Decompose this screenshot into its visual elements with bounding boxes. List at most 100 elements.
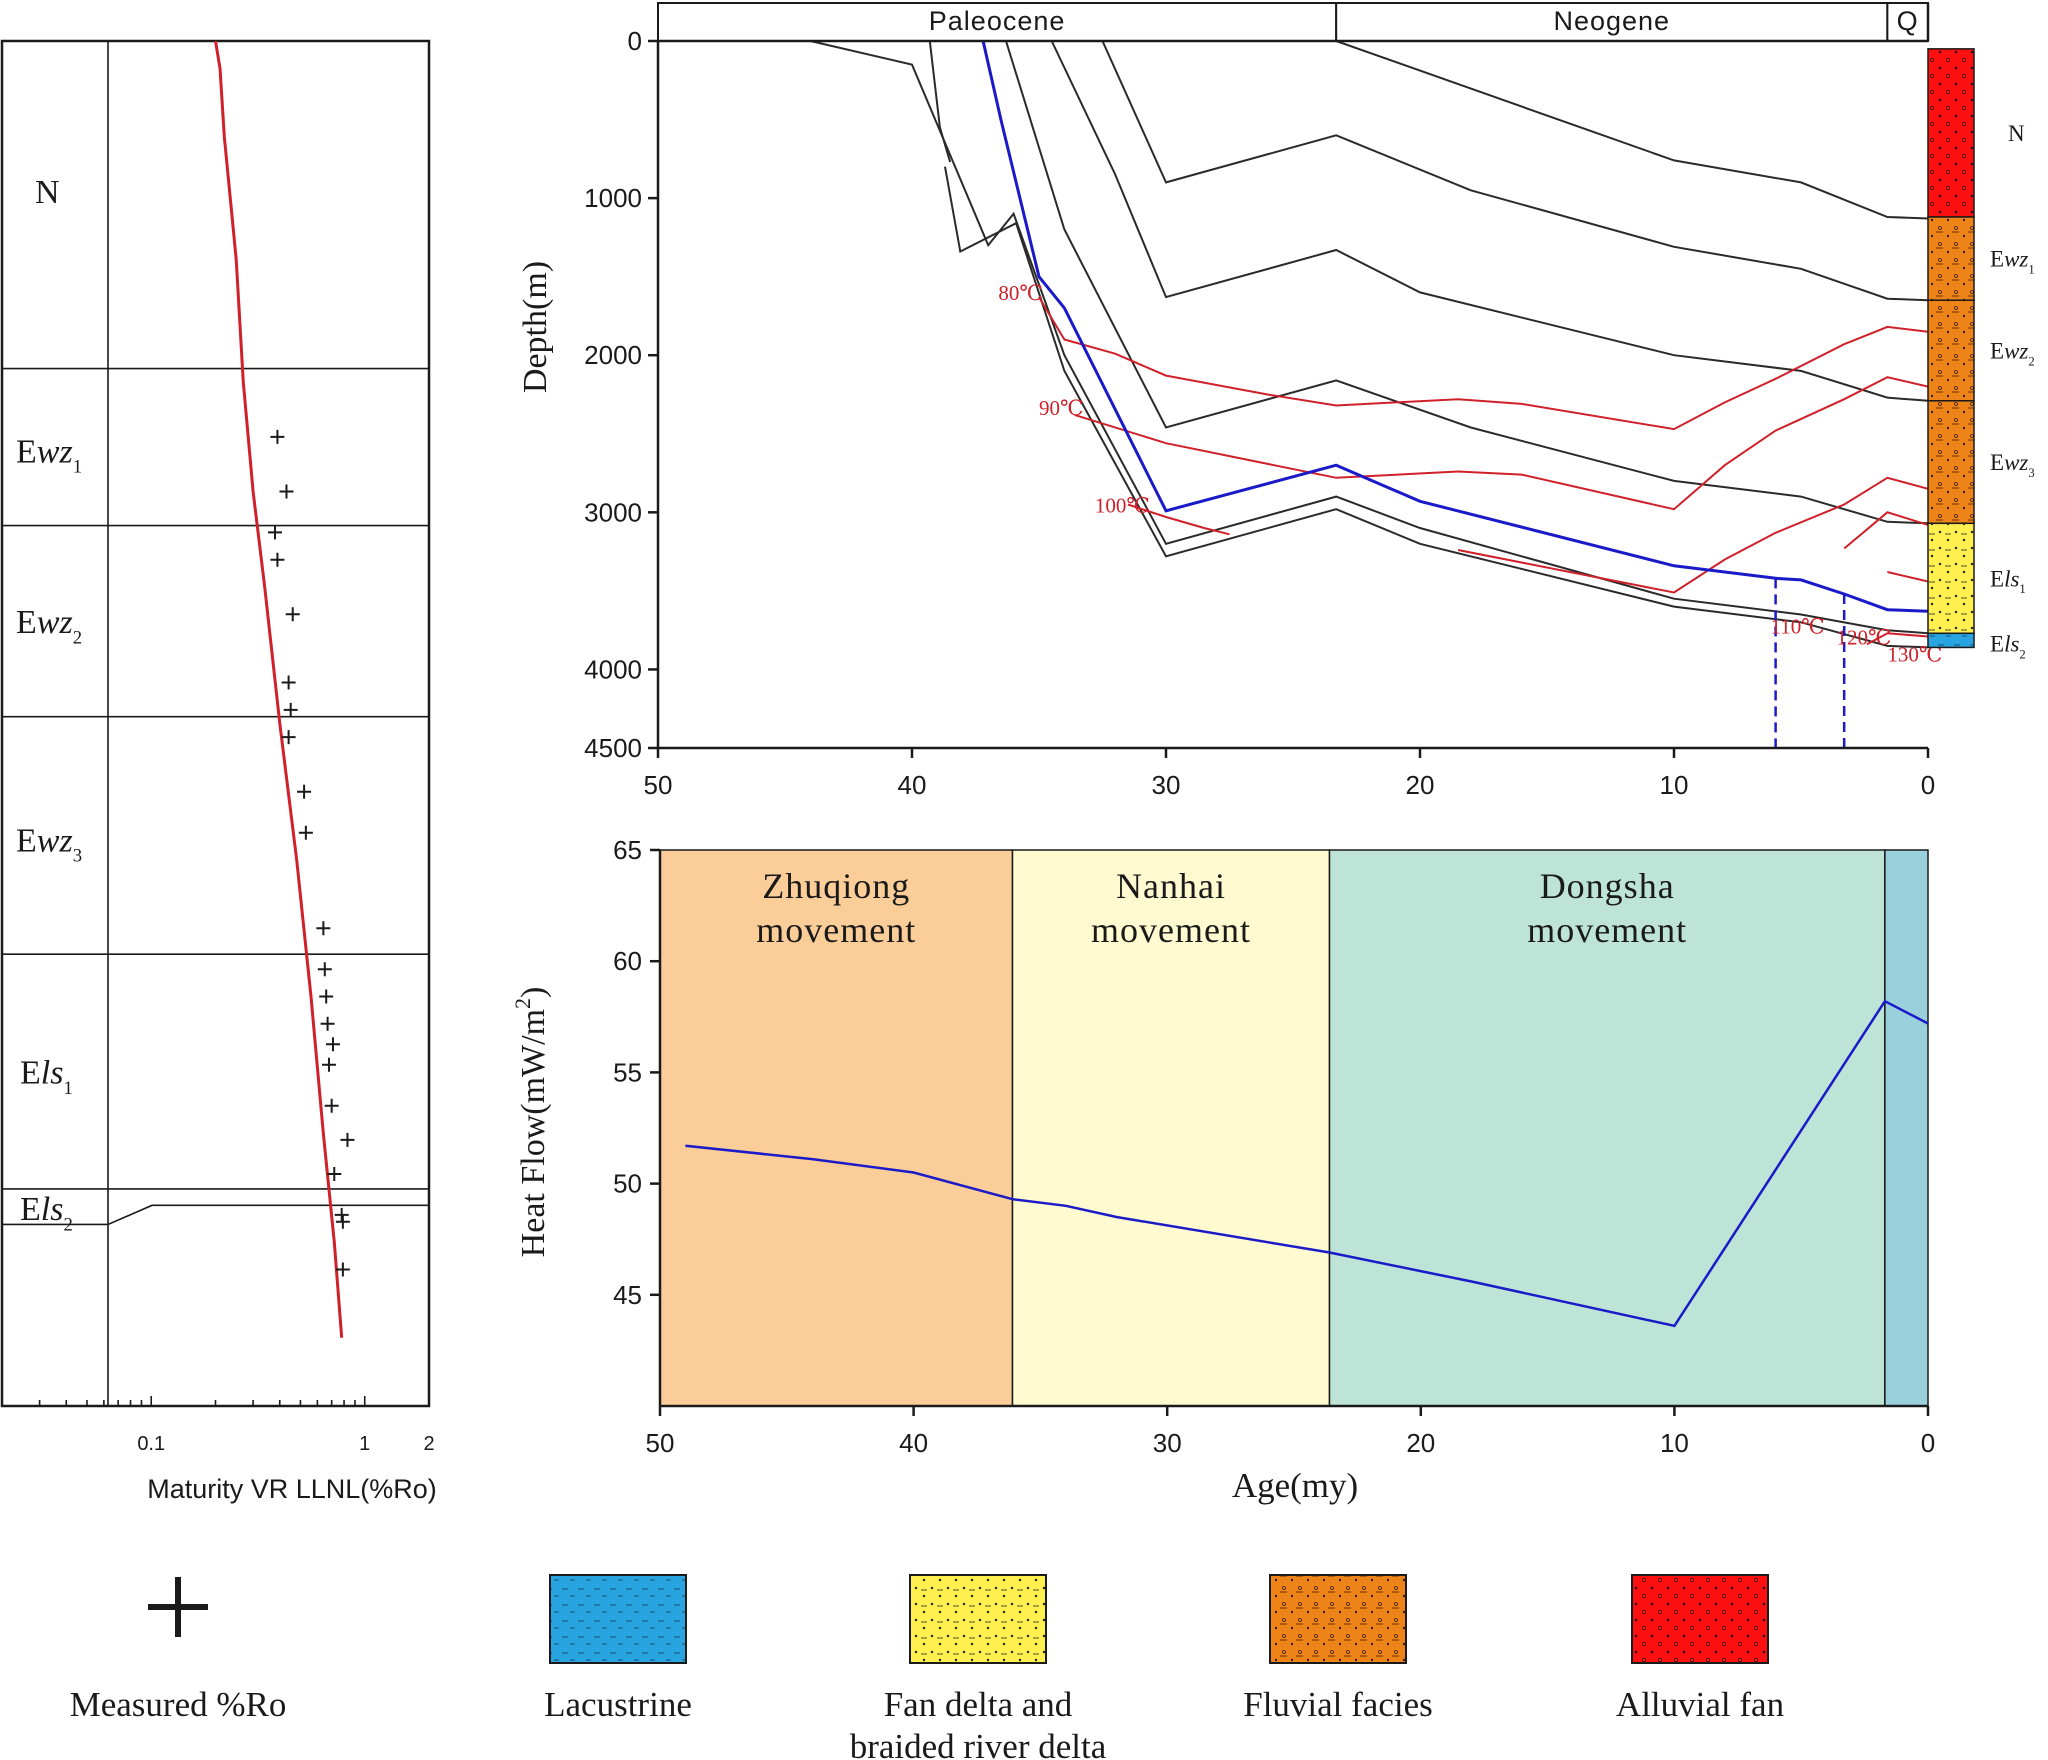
heat-flow-axis-label-main: Heat Flow(mW/m [515, 1009, 552, 1257]
measured-ro-point [327, 1166, 342, 1181]
formation-label-ewz1-prefix: E [16, 434, 37, 471]
formation-label-ewz3-main: wz [37, 823, 73, 860]
strat-unit-label-ewz3-main: wz [2004, 450, 2028, 475]
measured-ro-point [270, 429, 285, 444]
isotherm-label: 80℃ [998, 281, 1043, 305]
maturity-x-tick-label: 2 [423, 1433, 434, 1455]
heat-y-tick-label: 60 [613, 946, 642, 976]
strat-unit-label-ewz1-subscript: 1 [2028, 262, 2034, 276]
modeled-ro-curve [214, 40, 344, 1338]
tectonic-event-label: movement [1091, 910, 1251, 950]
formation-label-ewz1-main: wz [37, 434, 73, 471]
legend-label: Measured %Ro [70, 1685, 287, 1724]
tectonic-event-label: Zhuqiong [762, 866, 910, 906]
formation-label-els2-main: ls [41, 1191, 64, 1228]
strat-unit-label-ewz1: Ewz1 [1990, 247, 2035, 277]
depth-tick-label: 0 [628, 26, 642, 56]
tectonic-band [1328, 849, 1886, 1407]
burial-x-tick-label: 20 [1406, 770, 1435, 800]
heat-flow-panel: ZhuqiongmovementNanhaimovementDongshamov… [510, 835, 1935, 1505]
heat-x-tick-label: 50 [646, 1428, 675, 1458]
measured-ro-point [281, 675, 296, 690]
formation-label-els1-prefix: E [20, 1055, 41, 1092]
formation-label-ewz2-prefix: E [16, 604, 37, 641]
legend-label: Fan delta and [884, 1685, 1073, 1724]
heat-flow-axis-label-tail: ) [515, 987, 552, 998]
formation-label-ewz3-subscript: 3 [73, 846, 82, 867]
measured-ro-point [335, 1262, 350, 1277]
measured-ro-point [268, 525, 283, 540]
strat-unit-label-els2-subscript: 2 [2019, 647, 2025, 661]
measured-ro-point [317, 962, 332, 977]
burial-line [1101, 40, 1929, 302]
strat-unit-label-ewz1-main: wz [2004, 247, 2028, 272]
tectonic-band [1011, 849, 1331, 1407]
burial-x-tick-label: 30 [1152, 770, 1181, 800]
isotherm-line [1127, 503, 1230, 536]
strat-unit-label-ewz3-subscript: 3 [2028, 466, 2034, 480]
heat-x-tick-label: 0 [1921, 1428, 1935, 1458]
depth-tick-label: 4000 [584, 654, 642, 684]
tectonic-band [1884, 849, 1929, 1407]
heat-x-tick-label: 30 [1153, 1428, 1182, 1458]
strat-unit-label-n: N [2008, 121, 2025, 146]
strat-unit-n [1927, 48, 1975, 218]
heat-x-tick-label: 10 [1660, 1428, 1689, 1458]
measured-ro-point [297, 784, 312, 799]
heat-y-tick-label: 45 [613, 1280, 642, 1310]
measured-ro-point [283, 702, 298, 717]
measured-ro-point [335, 1214, 350, 1229]
burial-line [944, 166, 1929, 649]
formation-label-els1-subscript: 1 [63, 1078, 72, 1099]
isotherm-line [1866, 632, 1929, 646]
formation-label-ewz3: Ewz3 [16, 823, 82, 867]
measured-ro-point [324, 1098, 339, 1113]
strat-unit-ewz3 [1927, 400, 1975, 525]
burial-x-tick-label: 10 [1660, 770, 1689, 800]
strat-unit-label-els2: Els2 [1990, 631, 2026, 661]
isotherm-label: 90℃ [1039, 396, 1084, 420]
strat-unit-ewz2 [1927, 299, 1975, 402]
strat-unit-label-n-main: N [2008, 121, 2025, 146]
period-box [657, 2, 1338, 42]
legend: Measured %Ro Lacustrine Fan delta andbraid… [70, 1574, 1784, 1760]
strat-unit-label-ewz1-prefix: E [1990, 247, 2004, 272]
strat-unit-label-els1-subscript: 1 [2019, 582, 2025, 596]
legend-label-line2: braided river delta [850, 1727, 1107, 1760]
burial-line [810, 40, 1929, 635]
measured-ro-point [281, 730, 296, 745]
strat-unit-label-els1-main: ls [2004, 566, 2019, 591]
formation-label-els2-prefix: E [20, 1191, 41, 1228]
legend-swatch-fluvial [1269, 1574, 1407, 1664]
formation-label-els2-subscript: 2 [63, 1214, 72, 1235]
heat-flow-axis-label: Heat Flow(mW/m2) [510, 987, 552, 1258]
legend-measured-symbol [148, 1577, 208, 1637]
highlight-burial-line [981, 40, 1929, 613]
legend-swatch-fandelta [909, 1574, 1047, 1664]
legend-label: Alluvial fan [1616, 1685, 1784, 1724]
burial-line [928, 40, 952, 163]
formation-label-els1: Els1 [20, 1055, 73, 1099]
strat-unit-label-ewz2-main: wz [2004, 339, 2028, 364]
measured-ro-point [340, 1132, 355, 1147]
burial-x-tick-label: 50 [644, 770, 673, 800]
strat-unit-label-ewz3: Ewz3 [1990, 450, 2035, 480]
strat-unit-label-els2-main: ls [2004, 631, 2019, 656]
heat-x-tick-label: 40 [899, 1428, 928, 1458]
measured-ro-point [320, 1016, 335, 1031]
heat-y-tick-label: 65 [613, 835, 642, 865]
measured-ro-point [325, 1037, 340, 1052]
heat-flow-axis-label-superscript: 2 [510, 998, 535, 1009]
depth-tick-label: 2000 [584, 340, 642, 370]
measured-ro-point [270, 552, 285, 567]
measured-ro-point [316, 921, 331, 936]
burial-x-tick-label: 40 [898, 770, 927, 800]
formation-label-ewz2-main: wz [37, 604, 73, 641]
strat-unit-label-els1-prefix: E [1990, 566, 2004, 591]
formation-label-ewz1-subscript: 1 [73, 457, 82, 478]
formation-label-els1-main: ls [41, 1055, 64, 1092]
measured-ro-point [319, 989, 334, 1004]
tectonic-event-label: Dongsha [1540, 866, 1675, 906]
legend-swatch-lacustrine [549, 1574, 687, 1664]
